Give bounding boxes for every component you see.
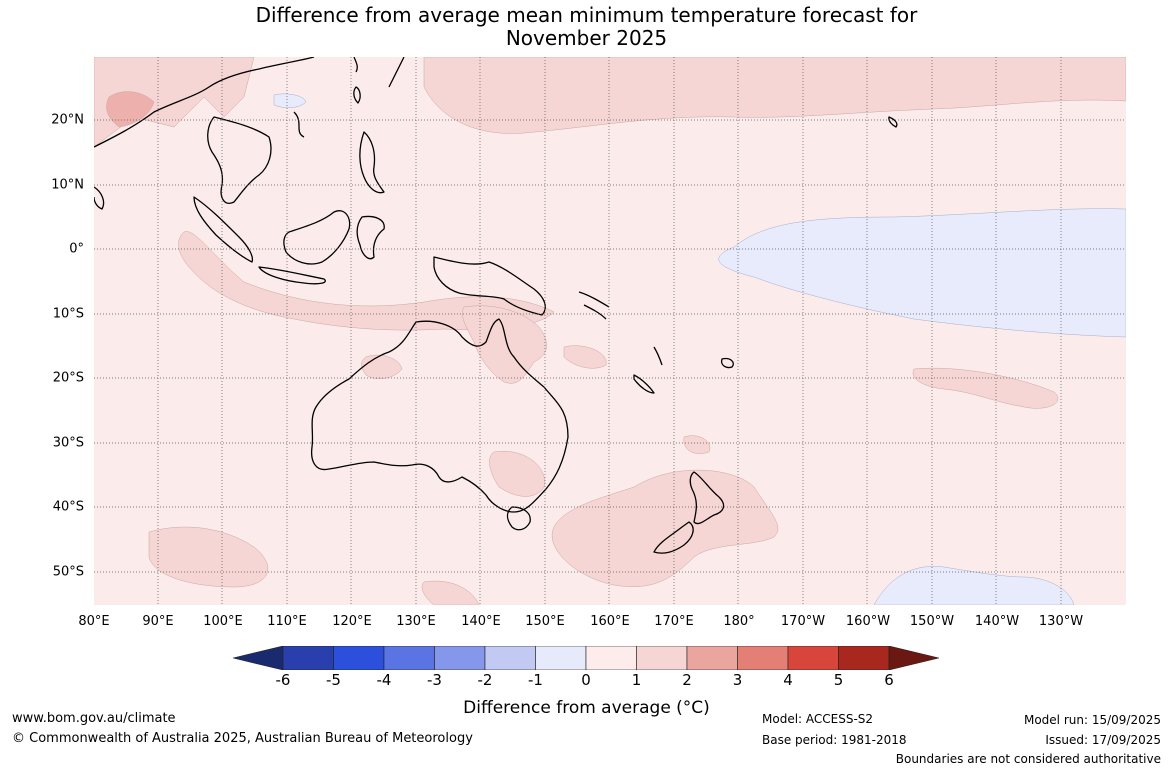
model-text: Model: ACCESS-S2 [762,712,874,726]
taiwan-coast [353,86,361,104]
website-link[interactable]: www.bom.gov.au/climate [12,711,176,726]
colorbar-cell [888,646,939,670]
warm-area-southern-ocean-2 [421,580,480,605]
colorbar-cell [838,646,890,670]
asia-mainland-coast [94,57,315,148]
colorbar-cell [636,646,688,670]
lat-label: 10°N [51,177,84,193]
japan-coast [353,57,405,88]
title-line-1: Difference from average mean minimum tem… [255,3,918,27]
lon-label: 140°E [461,614,501,629]
colorbar-tick: 5 [833,671,844,689]
colorbar [233,646,939,670]
colorbar-tick: -4 [376,671,392,689]
solomon-islands-coast [578,291,610,320]
lon-label: 110°E [267,614,307,629]
lat-label: 30°S [52,435,84,451]
lon-label: 130°E [396,614,436,629]
philippines-coast [359,131,385,194]
new-caledonia-coast [633,374,655,394]
colorbar-tick: 1 [631,671,642,689]
lon-label: 120°E [332,614,372,629]
forecast-map [94,57,1126,605]
sulawesi-coast [356,215,385,260]
colorbar-tick: 6 [884,671,894,689]
map-title: Difference from average mean minimum tem… [0,4,1173,50]
lon-label: 150°W [909,614,955,629]
lon-label: 160°W [845,614,891,629]
colorbar-cell [535,646,587,670]
lon-label: 130°W [1038,614,1084,629]
base-period-text: Base period: 1981-2018 [762,733,907,747]
lon-label: 170°W [780,614,826,629]
lon-label: 80°E [78,614,110,629]
warm-area-coral-small [563,345,607,369]
colorbar-cell [585,646,637,670]
lat-label: 20°N [51,112,84,128]
colorbar-tick: 4 [783,671,793,689]
warm-area-tasman-east [683,435,711,454]
colorbar-tick: 0 [581,671,591,689]
colorbar-cell [787,646,839,670]
warm-area-south-australia [489,450,545,497]
lat-label: 40°S [52,499,84,515]
lon-label: 150°E [525,614,565,629]
colorbar-label: Difference from average (°C) [463,698,710,718]
lon-label: 90°E [142,614,174,629]
new-zealand-south-coast [653,521,694,554]
colorbar-cell [434,646,486,670]
indochina-coast [207,116,272,204]
colorbar-cell [333,646,385,670]
colorbar-tick: 2 [682,671,692,689]
lat-label: 0° [69,241,84,257]
colorbar-cell [383,646,435,670]
copyright-text: © Commonwealth of Australia 2025, Austra… [12,731,473,746]
lon-label: 170°E [654,614,694,629]
hawaii-coast [888,116,898,128]
colorbar-tick: -6 [275,671,291,689]
sri-lanka-coast [94,186,105,210]
model-run-text: Model run: 15/09/2025 [1023,713,1161,727]
lat-label: 20°S [52,370,84,386]
warm-area-north-pacific [423,57,1126,134]
vanuatu-coast [653,346,663,366]
cool-area-equatorial-pacific [718,208,1126,338]
colorbar-tick: 3 [732,671,743,689]
java-coast [258,266,326,285]
colorbar-tick: -3 [427,671,442,689]
issued-text: Issued: 17/09/2025 [1045,733,1161,747]
colorbar-tick: -5 [326,671,341,689]
gridlines [94,57,1126,605]
colorbar-cell [737,646,789,670]
lon-label: 140°W [974,614,1020,629]
australia-coast [310,318,569,513]
colorbar-tick: -1 [528,671,543,689]
lon-label: 160°E [590,614,630,629]
lat-label: 10°S [52,306,84,322]
fiji-coast [720,357,734,369]
new-guinea-coast [433,256,546,316]
lon-label: 180° [723,614,755,629]
lon-label: 100°E [203,614,243,629]
colorbar-cell [686,646,738,670]
lat-label: 50°S [52,564,84,580]
borneo-coast [283,210,351,265]
warm-area-coral-sea [462,305,547,384]
colorbar-cell [233,646,284,670]
disclaimer-text: Boundaries are not considered authoritat… [895,752,1161,766]
colorbar-cell [282,646,334,670]
cool-area-china [273,93,307,108]
tasmania-coast [506,506,531,531]
new-zealand-north-coast [689,471,725,525]
title-line-2: November 2025 [505,26,668,50]
colorbar-cell [484,646,536,670]
cool-area-south-pacific [873,566,1075,605]
colorbar-tick: -2 [477,671,493,689]
sumatra-coast [193,196,254,263]
warm-area-china-strong [106,91,155,128]
